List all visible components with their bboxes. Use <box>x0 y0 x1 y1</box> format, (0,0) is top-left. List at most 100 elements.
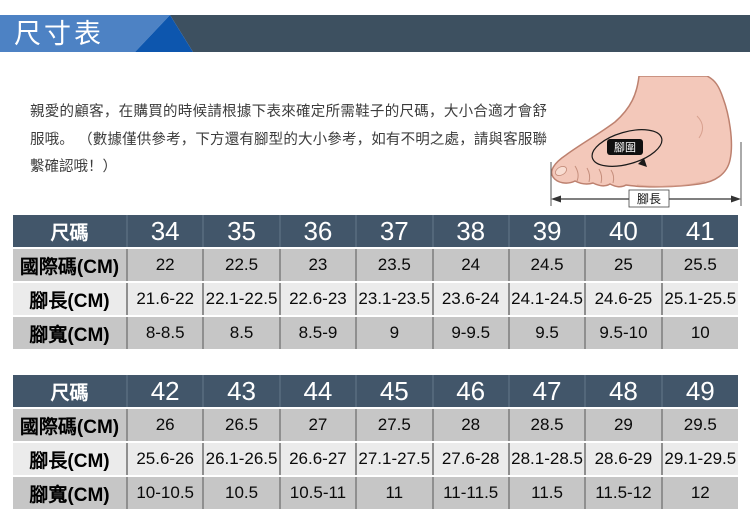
size-value-cell: 26.1-26.5 <box>202 442 280 477</box>
size-column-header: 36 <box>278 215 357 249</box>
size-value-cell: 9-9.5 <box>431 316 509 351</box>
size-column-header: 38 <box>431 215 509 249</box>
ankle-contour <box>696 115 703 139</box>
size-column-header: 39 <box>507 215 586 249</box>
size-value-cell: 24.6-25 <box>584 282 662 317</box>
length-label-box <box>628 189 670 208</box>
intro-paragraph: 親愛的顧客，在購買的時候請根據下表來確定所需鞋子的尺碼，大小合適才會舒服哦。 （… <box>30 104 547 175</box>
size-value-cell: 9.5 <box>507 316 586 351</box>
size-value-cell: 10 <box>660 316 738 351</box>
size-value-cell: 24.5 <box>507 248 586 283</box>
size-value-cell: 26.5 <box>202 408 280 443</box>
size-table-34-41: 尺碼 34 35 36 37 38 39 40 41 國際碼(CM) 22 22.5 23 23.5 24 2… <box>13 215 738 351</box>
size-column-header: 41 <box>660 215 738 249</box>
foot-length-label: 腳長 <box>637 192 661 206</box>
girth-label-box <box>607 139 643 155</box>
row-label: 國際碼(CM) <box>13 408 127 443</box>
size-column-header: 48 <box>584 375 662 409</box>
size-value-cell: 23.5 <box>355 248 433 283</box>
size-label-header: 尺碼 <box>13 215 127 249</box>
size-label-header: 尺碼 <box>13 375 127 409</box>
size-value-cell: 23.6-24 <box>431 282 509 317</box>
size-value-cell: 25.1-25.5 <box>660 282 738 317</box>
size-value-cell: 11-11.5 <box>431 476 509 511</box>
size-value-cell: 24 <box>431 248 509 283</box>
length-arrow-left <box>551 195 561 203</box>
size-value-cell: 8-8.5 <box>125 316 204 351</box>
size-value-cell: 9.5-10 <box>584 316 662 351</box>
table-row: 國際碼(CM) 26 26.5 27 27.5 28 28.5 29 29.5 <box>13 408 738 443</box>
header-bar: 尺寸表 <box>0 15 750 52</box>
size-value-cell: 11 <box>355 476 433 511</box>
row-label: 國際碼(CM) <box>13 248 127 283</box>
size-value-cell: 8.5-9 <box>278 316 357 351</box>
sole-contour <box>636 180 706 187</box>
foot-illustration: 腳圍 腳長 <box>550 75 742 208</box>
size-value-cell: 28 <box>431 408 509 443</box>
size-column-header: 37 <box>355 215 433 249</box>
size-value-cell: 22.5 <box>202 248 280 283</box>
size-value-cell: 10.5 <box>202 476 280 511</box>
size-value-cell: 21.6-22 <box>125 282 204 317</box>
table-row: 腳寬(CM) 10-10.5 10.5 10.5-11 11 11-11.5 11.5 11.… <box>13 476 738 511</box>
header-slate-shape <box>170 15 750 52</box>
size-value-cell: 26 <box>125 408 204 443</box>
size-value-cell: 22.6-23 <box>278 282 357 317</box>
size-table-42-49: 尺碼 42 43 44 45 46 47 48 49 國際碼(CM) 26 26.5 27 27.5 28 2… <box>13 375 738 511</box>
size-value-cell: 29 <box>584 408 662 443</box>
size-value-cell: 24.1-24.5 <box>507 282 586 317</box>
size-value-cell: 10.5-11 <box>278 476 357 511</box>
size-column-header: 40 <box>584 215 662 249</box>
toe-line-3 <box>598 168 603 184</box>
table-row: 腳長(CM) 21.6-22 22.1-22.5 22.6-23 23.1-23.5 23… <box>13 282 738 317</box>
size-value-cell: 22.1-22.5 <box>202 282 280 317</box>
girth-measure-ellipse <box>591 129 663 167</box>
row-label: 腳長(CM) <box>13 442 127 477</box>
size-value-cell: 23 <box>278 248 357 283</box>
size-column-header: 42 <box>125 375 204 409</box>
size-column-header: 35 <box>202 215 280 249</box>
foot-outline <box>550 75 733 188</box>
size-value-cell: 25 <box>584 248 662 283</box>
size-value-cell: 29.5 <box>660 408 738 443</box>
size-value-cell: 25.5 <box>660 248 738 283</box>
header-bar-shapes <box>0 15 750 52</box>
table-row: 國際碼(CM) 22 22.5 23 23.5 24 24.5 25 25.5 <box>13 248 738 283</box>
size-value-cell: 28.6-29 <box>584 442 662 477</box>
size-value-cell: 11.5 <box>507 476 586 511</box>
size-column-header: 45 <box>355 375 433 409</box>
size-value-cell: 28.5 <box>507 408 586 443</box>
size-value-cell: 26.6-27 <box>278 442 357 477</box>
size-value-cell: 29.1-29.5 <box>660 442 738 477</box>
header-accent-triangle <box>135 15 193 52</box>
header-light-blue-shape <box>0 15 170 52</box>
size-column-header: 49 <box>660 375 738 409</box>
foot-diagram: 腳圍 腳長 <box>547 75 747 208</box>
size-value-cell: 12 <box>660 476 738 511</box>
size-value-cell: 28.1-28.5 <box>507 442 586 477</box>
size-column-header: 46 <box>431 375 509 409</box>
table-row: 腳長(CM) 25.6-26 26.1-26.5 26.6-27 27.1-27.5 27… <box>13 442 738 477</box>
row-label: 腳長(CM) <box>13 282 127 317</box>
size-value-cell: 27.6-28 <box>431 442 509 477</box>
table-header-row: 尺碼 34 35 36 37 38 39 40 41 <box>13 215 738 249</box>
toenail <box>555 166 567 176</box>
toe-line-2 <box>586 167 591 183</box>
size-column-header: 47 <box>507 375 586 409</box>
table-row: 腳寬(CM) 8-8.5 8.5 8.5-9 9 9-9.5 9.5 9.5-10 10 <box>13 316 738 351</box>
size-value-cell: 8.5 <box>202 316 280 351</box>
size-value-cell: 25.6-26 <box>125 442 204 477</box>
row-label: 腳寬(CM) <box>13 476 127 511</box>
foot-girth-label: 腳圍 <box>614 141 636 154</box>
size-column-header: 34 <box>125 215 204 249</box>
size-column-header: 44 <box>278 375 357 409</box>
toe-line-4 <box>610 169 615 184</box>
girth-arrowhead <box>638 158 647 167</box>
size-value-cell: 27.5 <box>355 408 433 443</box>
size-column-header: 43 <box>202 375 280 409</box>
size-value-cell: 23.1-23.5 <box>355 282 433 317</box>
page-title: 尺寸表 <box>14 19 104 49</box>
size-value-cell: 27 <box>278 408 357 443</box>
toe-line-1 <box>574 165 579 182</box>
row-label: 腳寬(CM) <box>13 316 127 351</box>
